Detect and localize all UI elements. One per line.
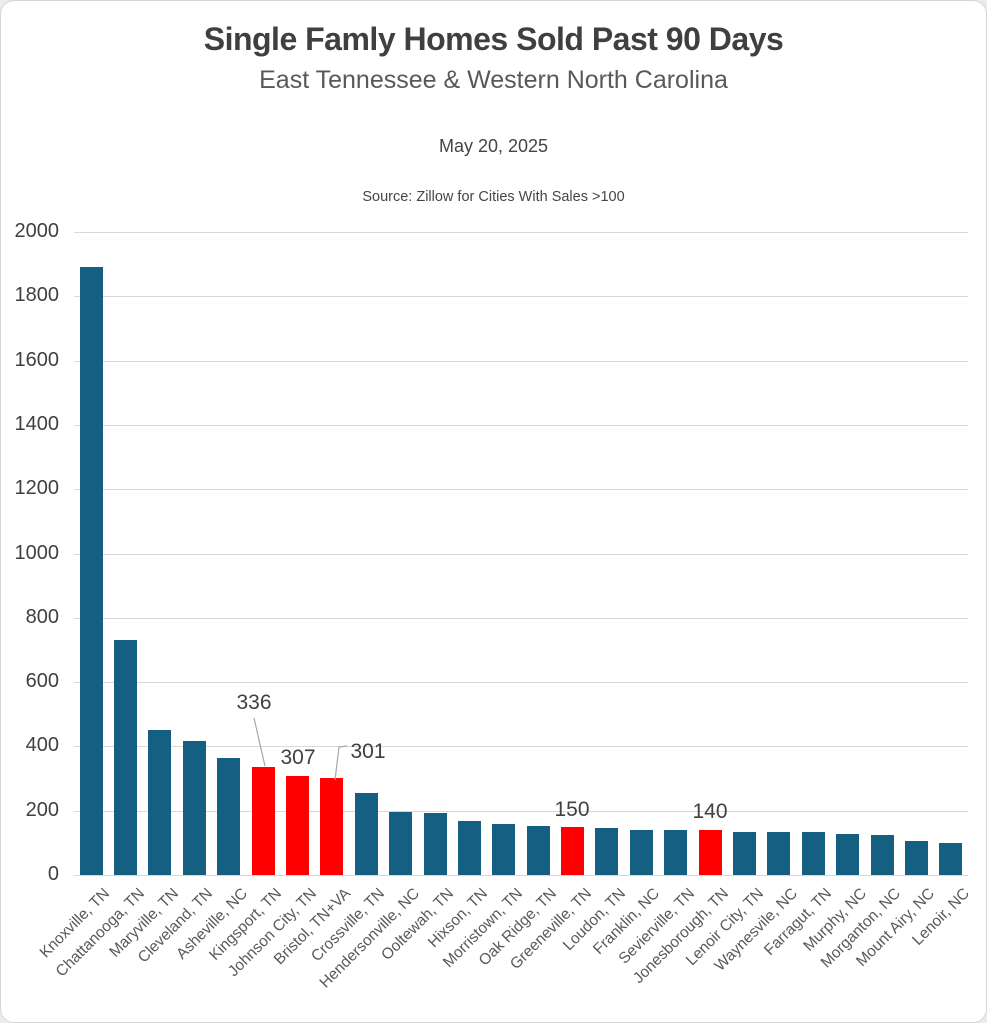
bar <box>286 776 309 875</box>
bar <box>457 821 481 875</box>
data-label: 150 <box>554 798 590 821</box>
bar <box>320 778 344 875</box>
bar <box>664 830 688 875</box>
bar <box>79 267 103 875</box>
gridline <box>74 617 968 619</box>
bar <box>251 766 275 875</box>
gridline <box>74 682 968 684</box>
data-label: 140 <box>692 800 728 823</box>
y-axis-tick-label: 200 <box>25 798 59 821</box>
y-axis-tick-label: 0 <box>47 863 59 885</box>
bar <box>870 835 894 875</box>
bar <box>354 793 378 875</box>
y-axis-tick-label: 600 <box>25 670 59 693</box>
y-axis-tick-label: 1200 <box>14 477 60 500</box>
bar <box>595 828 619 875</box>
bar <box>492 823 516 875</box>
y-axis-tick-label: 400 <box>25 734 59 757</box>
gridline <box>74 489 968 491</box>
data-label: 301 <box>350 740 386 763</box>
bar <box>526 825 550 875</box>
y-axis-tick-label: 1000 <box>14 541 60 564</box>
gridline <box>74 232 968 233</box>
gridline <box>74 424 968 426</box>
bar <box>836 833 860 875</box>
bar <box>217 757 241 875</box>
source-label: Source: Zillow for Cities With Sales >10… <box>362 189 625 205</box>
gridline <box>74 553 968 555</box>
gridline <box>74 746 968 748</box>
bar <box>733 831 756 875</box>
gridline <box>74 875 968 876</box>
data-label: 307 <box>280 746 316 769</box>
date-label: May 20, 2025 <box>438 136 549 156</box>
plot-area <box>74 232 968 876</box>
gridline <box>74 296 968 298</box>
bar <box>114 640 138 875</box>
bar <box>698 830 722 875</box>
gridline <box>74 810 968 812</box>
y-axis-tick-label: 2000 <box>14 220 60 242</box>
bar <box>423 812 447 875</box>
bar <box>389 812 413 875</box>
page-title: Single Famly Homes Sold Past 90 Days <box>203 21 784 57</box>
bar <box>767 831 791 875</box>
bar <box>561 826 585 875</box>
y-axis-tick-label: 1600 <box>14 348 60 371</box>
bar <box>939 842 963 875</box>
bar <box>904 840 928 875</box>
bar <box>182 740 206 875</box>
bar <box>629 830 653 875</box>
y-axis-tick-label: 1800 <box>14 284 60 307</box>
gridline <box>74 360 968 362</box>
y-axis-tick-label: 800 <box>25 605 59 628</box>
bar <box>801 832 825 875</box>
page-subtitle: East Tennessee & Western North Carolina <box>259 66 728 94</box>
y-axis-tick-label: 1400 <box>14 412 60 435</box>
data-label: 336 <box>236 691 272 714</box>
bar <box>148 730 172 875</box>
